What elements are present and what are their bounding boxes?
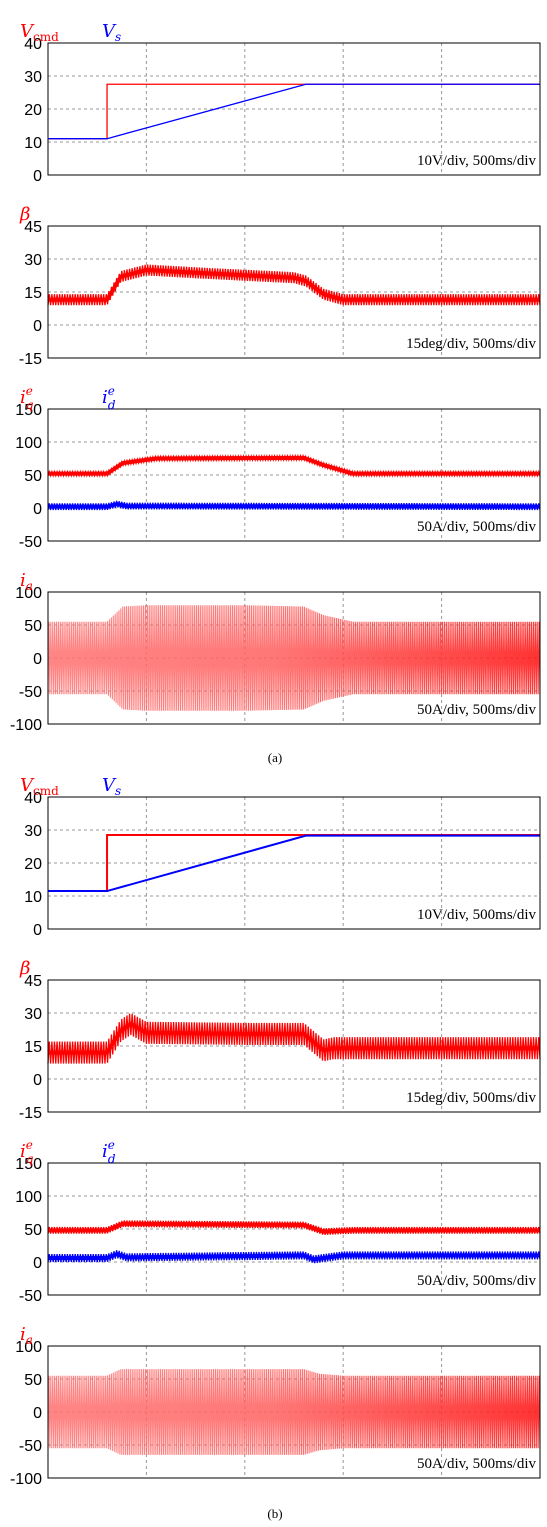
series-label: ia — [20, 1324, 33, 1347]
y-tick-label: 15 — [24, 1039, 42, 1056]
y-tick-label: 50 — [24, 618, 42, 635]
scale-label: 15deg/div, 500ms/div — [406, 1090, 536, 1106]
y-tick-label: 20 — [24, 856, 42, 873]
y-tick-label: 150 — [15, 1156, 42, 1173]
plot-frame — [47, 1162, 541, 1296]
y-tick-label: 50 — [24, 468, 42, 485]
series-i_d^e-line — [48, 1252, 540, 1262]
y-tick-label: -15 — [19, 1105, 42, 1122]
scale-label: 10V/div, 500ms/div — [417, 907, 537, 923]
panel-a2: 45 30 15 0 -15 15deg/div, 500ms/div β — [19, 204, 541, 368]
y-tick-label: 150 — [15, 402, 42, 419]
y-tick-label: 30 — [24, 823, 42, 840]
plot-frame — [47, 42, 541, 176]
panel-a4: 100 50 0 -50 -100 50A/div, 500ms/div ia — [10, 570, 541, 734]
series-label: ie q — [20, 384, 34, 412]
y-tick-label: -50 — [19, 1438, 42, 1455]
series-i_d^e-line — [48, 502, 541, 509]
series-label: β — [19, 204, 30, 225]
plot-frame — [47, 591, 541, 725]
y-tick-label: 30 — [24, 252, 42, 269]
plot-frame — [47, 796, 541, 930]
y-tick-label: 100 — [15, 435, 42, 452]
y-tick-label: -50 — [19, 684, 42, 701]
series-β-line — [48, 268, 540, 302]
series-label: Vcmd — [20, 21, 59, 44]
y-tick-label: 0 — [33, 168, 42, 185]
y-tick-label: -50 — [19, 1288, 42, 1305]
scale-label: 50A/div, 500ms/div — [417, 1273, 537, 1289]
y-tick-label: 45 — [24, 973, 42, 990]
series-label: Vs — [102, 21, 121, 44]
y-tick-label: 100 — [15, 585, 42, 602]
scale-label: 10V/div, 500ms/div — [417, 153, 537, 169]
scale-label: 50A/div, 500ms/div — [417, 1456, 537, 1472]
scale-label: 15deg/div, 500ms/div — [406, 336, 536, 352]
y-tick-label: -100 — [10, 717, 42, 734]
series-label: Vcmd — [20, 775, 59, 798]
series-β-line — [48, 1022, 540, 1055]
y-tick-label: 0 — [33, 1072, 42, 1089]
series-label: ie q — [20, 1138, 34, 1166]
panel-b2: 45 30 15 0 -15 15deg/div, 500ms/div β — [19, 958, 541, 1122]
scale-label: 50A/div, 500ms/div — [417, 519, 537, 535]
y-tick-label: 0 — [33, 501, 42, 518]
y-tick-label: 20 — [24, 102, 42, 119]
series-i_q^e-line — [48, 1221, 540, 1234]
caption-a: (a) — [268, 750, 282, 765]
series-label: β — [19, 958, 30, 979]
series-label: Vs — [102, 775, 121, 798]
panel-a3: 150 100 50 0 -50 50A/div, 500ms/div ie q ie d — [15, 384, 541, 551]
series-i_a-waveform — [47, 1369, 541, 1455]
y-tick-label: 50 — [24, 1222, 42, 1239]
panel-a1: 40 30 20 10 0 10V/div, 500ms/div Vcmd Vs — [20, 21, 541, 185]
y-tick-label: 0 — [33, 1405, 42, 1422]
series-V_s-line — [48, 834, 540, 893]
y-tick-label: 10 — [24, 135, 42, 152]
series-β-trace — [47, 1013, 541, 1064]
y-tick-label: 100 — [15, 1189, 42, 1206]
plot-frame — [47, 979, 541, 1113]
series-label: ie d — [102, 1138, 116, 1166]
y-tick-label: 50 — [24, 1372, 42, 1389]
panel-b1: 40 30 20 10 0 10V/div, 500ms/div Vcmd Vs — [20, 775, 541, 939]
y-tick-label: 45 — [24, 219, 42, 236]
y-tick-label: 0 — [33, 651, 42, 668]
series-V_s-line — [48, 83, 540, 140]
series-V_cmd-line — [48, 83, 540, 140]
y-tick-label: 0 — [33, 318, 42, 335]
y-tick-label: 15 — [24, 285, 42, 302]
y-tick-label: 30 — [24, 69, 42, 86]
y-tick-label: 40 — [24, 36, 42, 53]
panel-b3: 150 100 50 0 -50 50A/div, 500ms/div ie q ie d — [15, 1138, 541, 1305]
y-tick-label: 40 — [24, 790, 42, 807]
series-label: ia — [20, 570, 33, 593]
y-tick-label: 0 — [33, 1255, 42, 1272]
y-tick-label: 100 — [15, 1339, 42, 1356]
caption-b: (b) — [267, 1506, 282, 1521]
series-i_a-waveform — [47, 605, 541, 711]
plot-frame — [47, 408, 541, 542]
y-tick-label: 10 — [24, 889, 42, 906]
y-tick-label: -15 — [19, 351, 42, 368]
plot-frame — [47, 225, 541, 359]
y-tick-label: 0 — [33, 922, 42, 939]
panel-b4: 100 50 0 -50 -100 50A/div, 500ms/div ia — [10, 1324, 541, 1488]
plot-frame — [47, 1345, 541, 1479]
y-tick-label: -100 — [10, 1471, 42, 1488]
series-label: ie d — [102, 384, 116, 412]
series-i_q^e-line — [48, 455, 540, 476]
y-tick-label: 30 — [24, 1006, 42, 1023]
y-tick-label: -50 — [19, 534, 42, 551]
scale-label: 50A/div, 500ms/div — [417, 702, 537, 718]
